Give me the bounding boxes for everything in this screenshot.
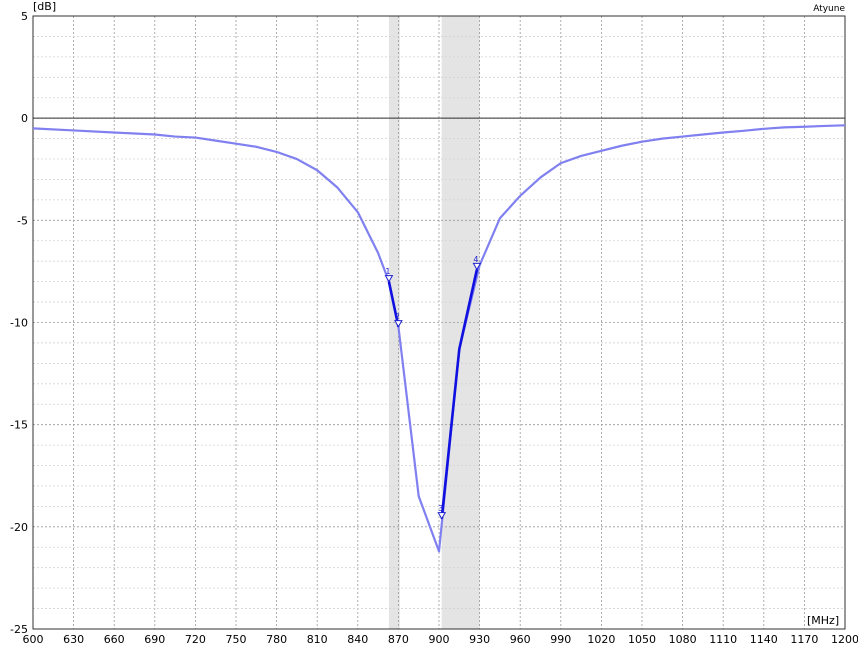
x-tick-label: 630 — [63, 633, 84, 646]
x-tick-label: 780 — [266, 633, 287, 646]
x-tick-label: 1050 — [628, 633, 656, 646]
x-tick-label: 750 — [226, 633, 247, 646]
x-unit-label: [MHz] — [807, 614, 839, 627]
x-tick-label: 690 — [144, 633, 165, 646]
y-unit-label: [dB] — [33, 0, 56, 13]
series-layer — [32, 124, 846, 553]
x-tick-label: 930 — [469, 633, 490, 646]
x-tick-label: 1200 — [831, 633, 858, 646]
y-tick-label: 0 — [21, 112, 28, 125]
x-tick-label: 900 — [429, 633, 450, 646]
marker-4-label: 4 — [473, 255, 478, 264]
x-tick-label: 1170 — [790, 633, 818, 646]
highlighted-segment-2 — [440, 269, 479, 519]
x-tick-labels: 600 630 660 690 720 750 780 810 840 870 900 930 960 9… — [23, 633, 858, 646]
x-tick-label: 810 — [307, 633, 328, 646]
y-tick-label: -20 — [10, 521, 28, 534]
plot-frame — [32, 15, 846, 630]
x-tick-label: 600 — [23, 633, 44, 646]
highlighted-segment-1 — [387, 281, 400, 327]
marker-3-label: 3 — [438, 504, 443, 513]
x-tick-label: 840 — [347, 633, 368, 646]
y-tick-label: 5 — [21, 10, 28, 23]
x-tick-label: 1080 — [669, 633, 697, 646]
marker-2-label: 2 — [395, 312, 400, 321]
x-tick-label: 1020 — [587, 633, 615, 646]
marker-4-triangle — [472, 262, 482, 271]
x-tick-label: 990 — [550, 633, 571, 646]
y-tick-label: -5 — [17, 214, 28, 227]
x-tick-label: 870 — [388, 633, 409, 646]
x-tick-label: 660 — [104, 633, 125, 646]
marker-layer: 1 2 3 4 — [384, 255, 482, 520]
y-tick-labels: 5 0 -5 -10 -15 -20 -25 — [10, 10, 28, 636]
x-tick-label: 960 — [510, 633, 531, 646]
x-tick-label: 1140 — [750, 633, 778, 646]
x-tick-label: 720 — [185, 633, 206, 646]
y-tick-label: -15 — [10, 419, 28, 432]
marker-1-triangle — [384, 275, 394, 283]
marker-2-triangle — [394, 320, 403, 328]
grid-lines — [32, 15, 846, 630]
y-tick-label: -10 — [10, 317, 28, 330]
marker-3-triangle — [437, 512, 447, 520]
y-tick-label: -25 — [10, 623, 28, 636]
chart-title: Atyune — [813, 4, 845, 14]
marker-1-label: 1 — [385, 267, 390, 276]
x-tick-label: 1110 — [709, 633, 737, 646]
